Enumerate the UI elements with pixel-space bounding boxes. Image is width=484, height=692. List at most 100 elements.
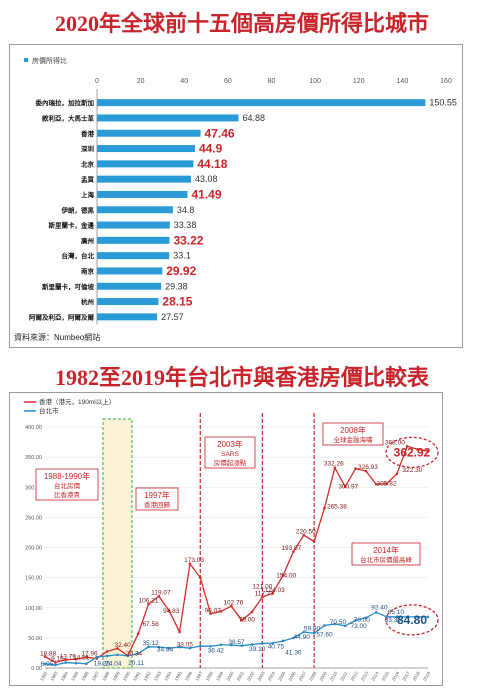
annotation-2008-text: 2008年 xyxy=(340,425,366,435)
bar xyxy=(97,267,163,275)
y-tick-label: 0.00 xyxy=(31,666,42,672)
tp-point-label: 85.10 xyxy=(388,609,405,616)
value-label: 44.9 xyxy=(199,142,223,156)
series-point xyxy=(95,655,99,659)
series-point xyxy=(136,652,140,655)
category-label: 孟買 xyxy=(81,175,95,184)
bar xyxy=(97,145,195,153)
series-point xyxy=(261,595,264,599)
series-point xyxy=(354,467,357,470)
value-label: 33.22 xyxy=(173,233,203,247)
x-tick-label: 2019 xyxy=(422,670,432,682)
x-tick-label: 2016 xyxy=(391,670,401,682)
series-point xyxy=(333,622,337,626)
category-label: 斯里蘭卡，可倫坡 xyxy=(42,282,95,291)
value-label: 29.92 xyxy=(166,264,196,278)
y-tick-label: 300.00 xyxy=(25,485,42,491)
bar xyxy=(97,99,426,107)
series-point xyxy=(374,482,378,486)
hk-final-value-oval xyxy=(385,436,439,468)
x-tick-label: 1990 xyxy=(122,670,132,682)
series-point xyxy=(312,540,316,543)
series-point xyxy=(85,655,88,659)
category-label: 上海 xyxy=(81,190,95,199)
series-point xyxy=(167,609,171,613)
x-tick-label: 2009 xyxy=(319,670,329,682)
hk-point-label: 121.00 xyxy=(252,583,272,590)
value-label: 34.8 xyxy=(177,205,195,215)
category-label: 委內瑞拉，加拉斯加 xyxy=(35,98,95,107)
y-tick-label: 350.00 xyxy=(25,455,42,461)
series-point xyxy=(416,448,419,451)
series-point xyxy=(157,645,161,649)
annotation-2014-text: 2014年 xyxy=(373,545,399,555)
legend-tp-label: 台北市 xyxy=(39,406,59,415)
hk-point-label: 9.15 xyxy=(51,655,64,662)
tp-point-label: 41.30 xyxy=(285,650,302,657)
series-point xyxy=(64,658,68,661)
x-tick-label: 2010 xyxy=(329,670,339,682)
legend-label: 房價所得比 xyxy=(32,56,67,65)
hk-point-label: 322.30 xyxy=(403,467,423,474)
x-tick-label: 2003 xyxy=(256,670,266,682)
series-point xyxy=(240,619,243,622)
hk-point-label: 119.07 xyxy=(151,589,171,596)
series-point xyxy=(250,610,254,614)
x-tick-label: 2013 xyxy=(360,670,370,682)
series-point xyxy=(85,662,88,666)
series-point xyxy=(230,643,233,647)
annotation-1997-text: 1997年 xyxy=(144,490,170,500)
series-point xyxy=(292,550,295,553)
x-tick-label: 140 xyxy=(397,78,409,85)
series-point xyxy=(54,661,57,664)
annotation-2008-box xyxy=(322,422,384,446)
hk-point-label: 117.77 xyxy=(255,591,275,598)
hk-point-label: 79.00 xyxy=(239,617,256,624)
x-tick-label: 2004 xyxy=(267,670,277,682)
hk-point-label: 33.05 xyxy=(177,641,194,648)
series-point xyxy=(333,466,337,470)
value-label: 27.57 xyxy=(161,312,184,322)
x-tick-label: 1987 xyxy=(91,670,101,682)
bar-chart-panel: 房價所得比 0 20 40 60 80 100 120 140 160 委內瑞拉，加拉斯加 150.5… xyxy=(9,44,463,348)
hk-point-label: 32.40 xyxy=(114,642,131,649)
bar-chart-title: 2020年全球前十五個高房價所得比城市 xyxy=(54,11,429,36)
legend-hk-label: 香港（港元，190ml以上） xyxy=(39,397,115,406)
x-tick-label: 2007 xyxy=(298,670,308,682)
category-label: 香港 xyxy=(81,129,95,138)
series-point xyxy=(219,643,223,647)
series-point xyxy=(343,624,347,628)
y-tick-label: 400.00 xyxy=(25,425,42,431)
series-point xyxy=(312,631,316,635)
series-line-hk xyxy=(44,445,429,664)
y-tick-label: 100.00 xyxy=(25,606,42,612)
bar xyxy=(97,221,170,229)
series-point xyxy=(385,482,388,486)
series-point xyxy=(219,610,223,613)
bar xyxy=(97,282,162,290)
x-tick-label: 2002 xyxy=(246,670,256,682)
annotation-2003-text: 房價起漲點 xyxy=(214,458,247,467)
series-point xyxy=(364,616,368,620)
category-label: 斯里蘭卡，金邊 xyxy=(49,221,95,230)
value-label: 41.49 xyxy=(192,187,222,201)
x-tick-label: 1985 xyxy=(70,670,80,682)
hk-point-label: 14.51 xyxy=(73,655,90,662)
series-point xyxy=(116,653,119,657)
x-tick-label: 0 xyxy=(95,78,99,85)
value-label: 47.46 xyxy=(205,126,235,140)
series-point xyxy=(198,644,202,648)
x-tick-label: 1984 xyxy=(60,670,70,682)
bar xyxy=(97,298,159,306)
annotation-2003-text: SARS xyxy=(221,451,239,458)
bar xyxy=(97,114,239,122)
x-tick-label: 80 xyxy=(268,78,276,85)
series-point xyxy=(147,602,150,606)
series-point xyxy=(426,449,430,453)
value-label: 28.15 xyxy=(162,295,192,309)
hk-point-label: 67.58 xyxy=(142,621,159,628)
tp-point-label: 39.10 xyxy=(249,646,266,653)
tp-point-label: 18.25 xyxy=(94,661,111,668)
series-point xyxy=(343,485,347,488)
tp-point-label: 92.40 xyxy=(371,605,388,612)
